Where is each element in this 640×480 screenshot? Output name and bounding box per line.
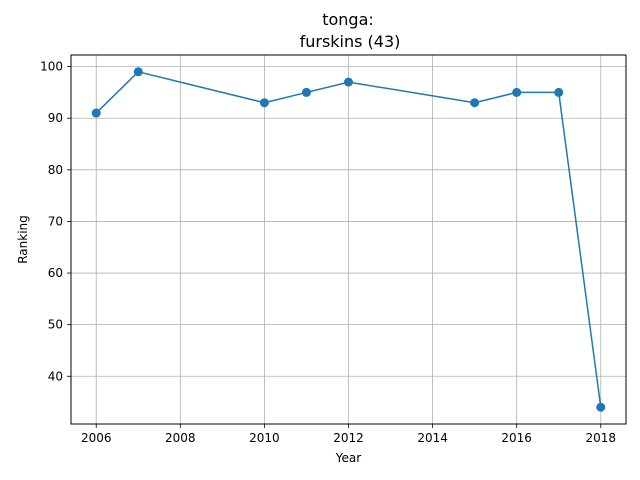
data-point: [596, 402, 606, 412]
data-point: [470, 98, 480, 108]
y-tick-label: 40: [48, 369, 63, 383]
y-tick-label: 50: [48, 318, 63, 332]
data-point: [301, 87, 311, 97]
x-tick-label: 2012: [333, 431, 364, 445]
chart-title-line-1: tonga:: [322, 10, 374, 29]
data-point: [344, 77, 353, 87]
y-axis-label: Ranking: [16, 215, 30, 264]
y-tick-label: 90: [48, 111, 63, 125]
x-axis-label: Year: [335, 451, 361, 465]
data-point: [512, 87, 522, 97]
data-point: [91, 108, 101, 118]
grid-layer: [71, 55, 626, 424]
x-tick-label: 2008: [165, 431, 196, 445]
y-tick-label: 60: [48, 266, 63, 280]
x-tick-label: 2014: [417, 431, 448, 445]
series-layer: [91, 67, 606, 412]
y-tick-label: 100: [40, 60, 63, 74]
data-point: [259, 98, 269, 108]
y-tick-label: 80: [48, 163, 63, 177]
x-tick-label: 2010: [249, 431, 280, 445]
x-tick-label: 2006: [81, 431, 112, 445]
chart-title-line-2: furskins (43): [299, 32, 401, 51]
tick-layer: 2006 2008 2010 2012 2014 2016 2018 40 50 60 70 80 90…: [40, 60, 616, 445]
x-tick-label: 2018: [585, 431, 616, 445]
data-point: [554, 87, 564, 97]
y-tick-label: 70: [48, 214, 63, 228]
x-tick-label: 2016: [501, 431, 532, 445]
data-point: [133, 67, 143, 77]
